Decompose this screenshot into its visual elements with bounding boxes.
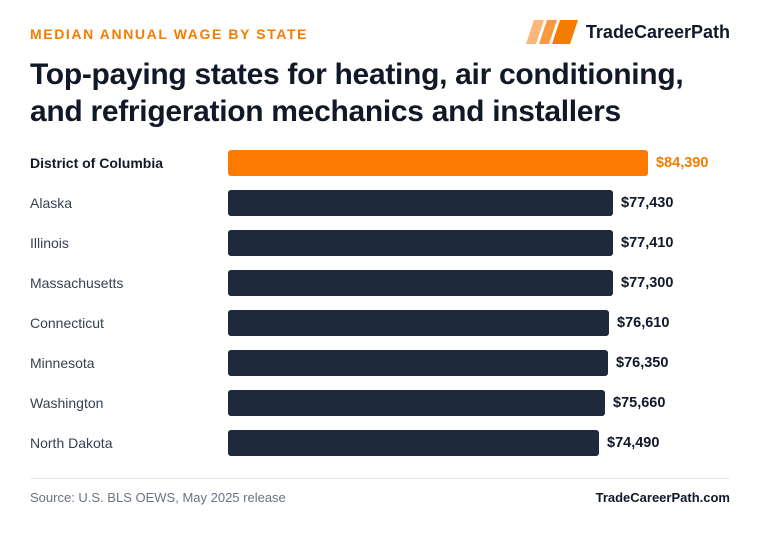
category-label: District of Columbia (30, 155, 164, 171)
value-label: $77,430 (621, 195, 674, 211)
bar (228, 350, 608, 376)
bar (228, 270, 613, 296)
value-label: $74,490 (607, 435, 660, 451)
chart-eyebrow: MEDIAN ANNUAL WAGE BY STATE (30, 26, 309, 42)
chart-title: Top-paying states for heating, air condi… (30, 58, 684, 128)
category-label: Minnesota (30, 355, 95, 371)
value-label: $75,660 (613, 395, 666, 411)
bar (228, 390, 605, 416)
brand-name: TradeCareerPath (585, 21, 730, 42)
footer-divider (30, 478, 730, 479)
category-label: Alaska (30, 195, 73, 211)
value-label: $84,390 (656, 155, 709, 171)
source-note: Source: U.S. BLS OEWS, May 2025 release (30, 490, 286, 505)
brand-logo-icon (525, 20, 578, 44)
value-label: $76,610 (617, 315, 670, 331)
category-label: Connecticut (30, 315, 104, 331)
category-label: North Dakota (30, 435, 113, 451)
brand: TradeCareerPath (525, 20, 730, 44)
value-label: $76,350 (616, 355, 669, 371)
bar-chart: District of Columbia $84,390 Alaska $77,430… (0, 148, 760, 468)
bar (228, 430, 599, 456)
value-label: $77,300 (621, 275, 674, 291)
bar (228, 190, 613, 216)
category-label: Washington (30, 395, 104, 411)
bar (228, 150, 648, 176)
value-label: $77,410 (621, 235, 674, 251)
bar (228, 310, 609, 336)
bar (228, 230, 613, 256)
category-label: Massachusetts (30, 275, 124, 291)
footer-brand-link[interactable]: TradeCareerPath.com (595, 490, 730, 505)
category-label: Illinois (30, 235, 69, 251)
